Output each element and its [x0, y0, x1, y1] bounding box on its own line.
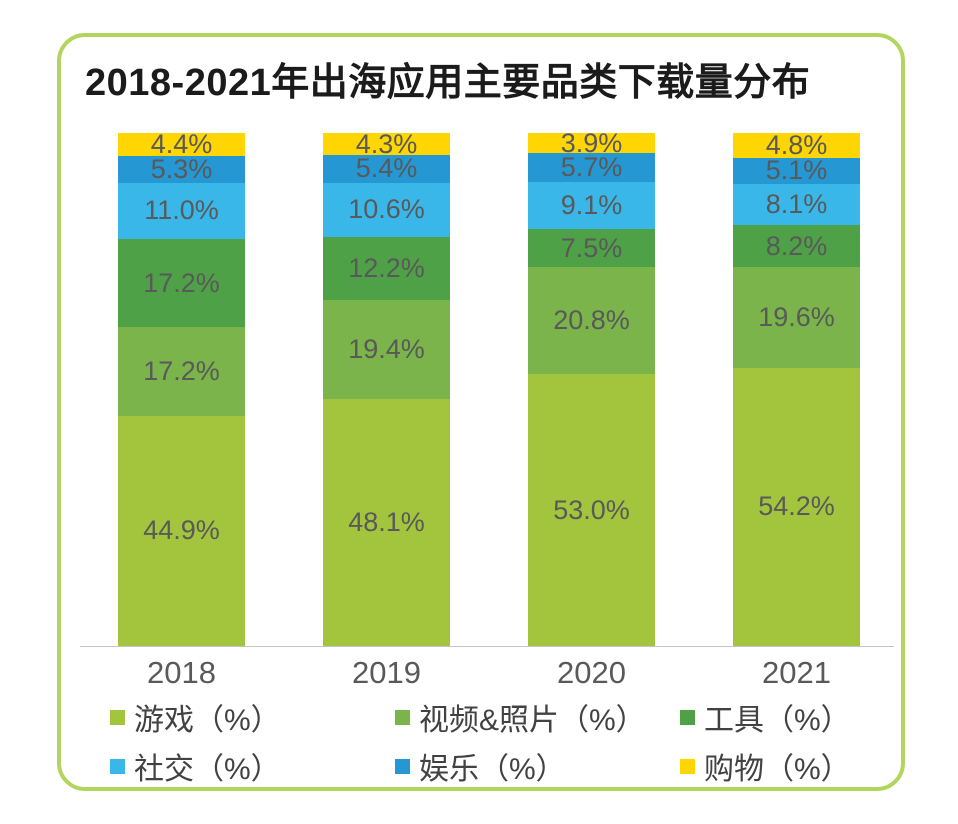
segment-value-label: 3.9%	[560, 127, 623, 158]
stacked-bar: 4.4% 5.3% 11.0% 17.2% 17.2% 44.9%	[118, 128, 245, 646]
legend-swatch	[395, 758, 410, 774]
x-axis-labels: 2018 2019 2020 2021	[80, 655, 894, 691]
segment-value-label: 17.2%	[143, 356, 220, 387]
segment-value-label: 4.4%	[150, 128, 213, 159]
legend-swatch	[395, 709, 410, 725]
segment-value-label: 48.1%	[348, 507, 425, 538]
segment-value-label: 11.0%	[144, 195, 219, 226]
legend-item: 游戏（%）	[110, 697, 395, 737]
bar-segment: 53.0%	[528, 374, 655, 646]
legend-item: 娱乐（%）	[395, 746, 680, 786]
segment-value-label: 4.3%	[355, 128, 418, 159]
chart-card: 2018-2021年出海应用主要品类下载量分布 4.4% 5.3% 11.0% 17.…	[57, 33, 905, 791]
bar-segment: 3.9%	[528, 129, 655, 156]
segment-value-label: 53.0%	[553, 494, 630, 525]
bar-segment: 8.1%	[733, 183, 860, 226]
stacked-bar: 4.8% 5.1% 8.1% 8.2% 19.6% 54.2%	[733, 129, 860, 646]
segment-value-label: 5.7%	[560, 152, 623, 183]
bar-segment: 9.1%	[528, 182, 655, 229]
bar-segment: 4.4%	[118, 128, 245, 159]
bar-segment: 54.2%	[733, 367, 860, 646]
segment-value-label: 19.6%	[758, 302, 835, 333]
segment-value-label: 19.4%	[348, 333, 425, 364]
segment-value-label: 54.2%	[758, 491, 835, 522]
plot-area: 4.4% 5.3% 11.0% 17.2% 17.2% 44.9% 4.3% 5.4% 10.6…	[80, 128, 894, 647]
segment-value-label: 12.2%	[348, 252, 425, 283]
x-axis-label: 2018	[147, 655, 216, 690]
legend: 游戏（%） 视频&照片（%） 工具（%） 社交（%） 娱乐（%） 购物（%）	[110, 697, 851, 786]
bar-segment: 20.8%	[528, 267, 655, 375]
segment-value-label: 5.4%	[355, 153, 418, 184]
bar-segment: 19.6%	[733, 267, 860, 368]
bar-segment: 8.2%	[733, 225, 860, 268]
legend-label: 工具（%）	[704, 704, 851, 737]
x-axis-label: 2021	[762, 655, 831, 690]
legend-label: 视频&照片（%）	[419, 704, 646, 737]
bar-segment: 12.2%	[323, 237, 450, 300]
segment-value-label: 4.8%	[765, 129, 828, 160]
segment-value-label: 8.2%	[765, 230, 828, 261]
bar-segment: 17.2%	[118, 239, 245, 328]
legend-item: 视频&照片（%）	[395, 697, 680, 737]
bar-segment: 5.3%	[118, 153, 245, 184]
bars-row: 4.4% 5.3% 11.0% 17.2% 17.2% 44.9% 4.3% 5.4% 10.6…	[80, 128, 894, 646]
segment-value-label: 7.5%	[560, 232, 623, 263]
legend-swatch	[680, 709, 695, 725]
segment-value-label: 10.6%	[348, 194, 425, 225]
legend-item: 购物（%）	[680, 746, 851, 786]
legend-label: 购物（%）	[704, 753, 851, 786]
segment-value-label: 17.2%	[143, 267, 220, 298]
stacked-bar: 3.9% 5.7% 9.1% 7.5% 20.8% 53.0%	[528, 129, 655, 646]
bar-segment: 4.8%	[733, 129, 860, 160]
legend-item: 工具（%）	[680, 697, 851, 737]
segment-value-label: 44.9%	[143, 515, 220, 546]
segment-value-label: 9.1%	[560, 190, 623, 221]
legend-item: 社交（%）	[110, 746, 395, 786]
legend-swatch	[110, 758, 125, 774]
x-axis-label: 2020	[557, 655, 626, 690]
legend-label: 游戏（%）	[134, 704, 281, 737]
stacked-bar: 4.3% 5.4% 10.6% 12.2% 19.4% 48.1%	[323, 128, 450, 646]
x-axis-label: 2019	[352, 655, 421, 690]
bar-segment: 4.3%	[323, 128, 450, 159]
segment-value-label: 8.1%	[765, 189, 828, 220]
bar-segment: 5.1%	[733, 155, 860, 186]
legend-label: 社交（%）	[134, 753, 281, 786]
chart-title: 2018-2021年出海应用主要品类下载量分布	[85, 62, 811, 104]
bar-segment: 10.6%	[323, 182, 450, 238]
segment-value-label: 5.1%	[765, 155, 828, 186]
bar-segment: 19.4%	[323, 299, 450, 400]
bar-segment: 44.9%	[118, 415, 245, 646]
segment-value-label: 5.3%	[150, 153, 213, 184]
bar-segment: 5.4%	[323, 155, 450, 183]
legend-swatch	[110, 709, 125, 725]
bar-segment: 48.1%	[323, 399, 450, 646]
segment-value-label: 20.8%	[553, 305, 630, 336]
bar-segment: 7.5%	[528, 228, 655, 268]
bar-segment: 17.2%	[118, 327, 245, 416]
bar-segment: 11.0%	[118, 182, 245, 240]
legend-swatch	[680, 758, 695, 774]
bar-segment: 5.7%	[528, 152, 655, 183]
legend-label: 娱乐（%）	[419, 753, 566, 786]
